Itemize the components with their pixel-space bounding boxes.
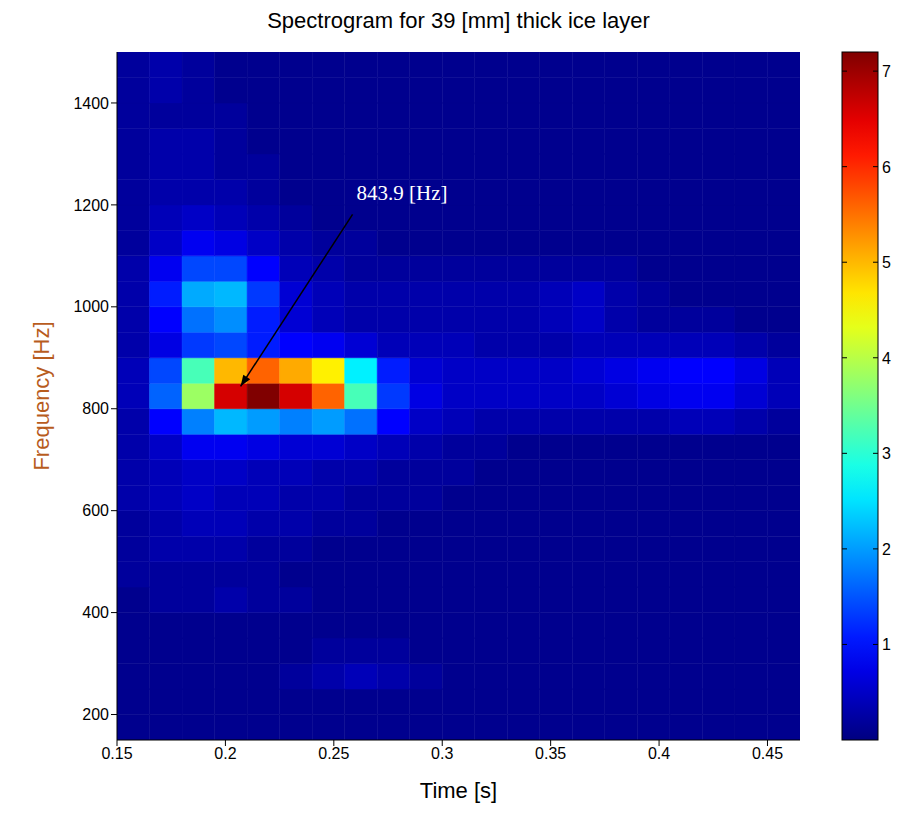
svg-text:400: 400 <box>82 604 109 621</box>
svg-text:0.15: 0.15 <box>101 745 132 762</box>
svg-text:Frequency [Hz]: Frequency [Hz] <box>29 321 54 470</box>
svg-text:4: 4 <box>882 350 891 367</box>
svg-text:843.9 [Hz]: 843.9 [Hz] <box>357 181 448 205</box>
svg-text:0.2: 0.2 <box>214 745 236 762</box>
svg-text:0.45: 0.45 <box>752 745 783 762</box>
svg-text:0.4: 0.4 <box>648 745 670 762</box>
svg-text:1400: 1400 <box>73 95 109 112</box>
svg-text:6: 6 <box>882 159 891 176</box>
svg-text:800: 800 <box>82 400 109 417</box>
svg-text:3: 3 <box>882 445 891 462</box>
svg-text:2: 2 <box>882 541 891 558</box>
svg-text:1: 1 <box>882 636 891 653</box>
svg-text:1000: 1000 <box>73 298 109 315</box>
svg-text:600: 600 <box>82 502 109 519</box>
svg-text:1200: 1200 <box>73 197 109 214</box>
svg-text:0.35: 0.35 <box>535 745 566 762</box>
svg-text:0.25: 0.25 <box>318 745 349 762</box>
svg-text:5: 5 <box>882 254 891 271</box>
svg-text:0.3: 0.3 <box>431 745 453 762</box>
svg-text:Time [s]: Time [s] <box>420 778 497 803</box>
svg-text:200: 200 <box>82 706 109 723</box>
svg-text:7: 7 <box>882 63 891 80</box>
html-text:Spectrogram for 39 [mm] thick: Spectrogram for 39 [mm] thick ice layer <box>267 8 650 33</box>
